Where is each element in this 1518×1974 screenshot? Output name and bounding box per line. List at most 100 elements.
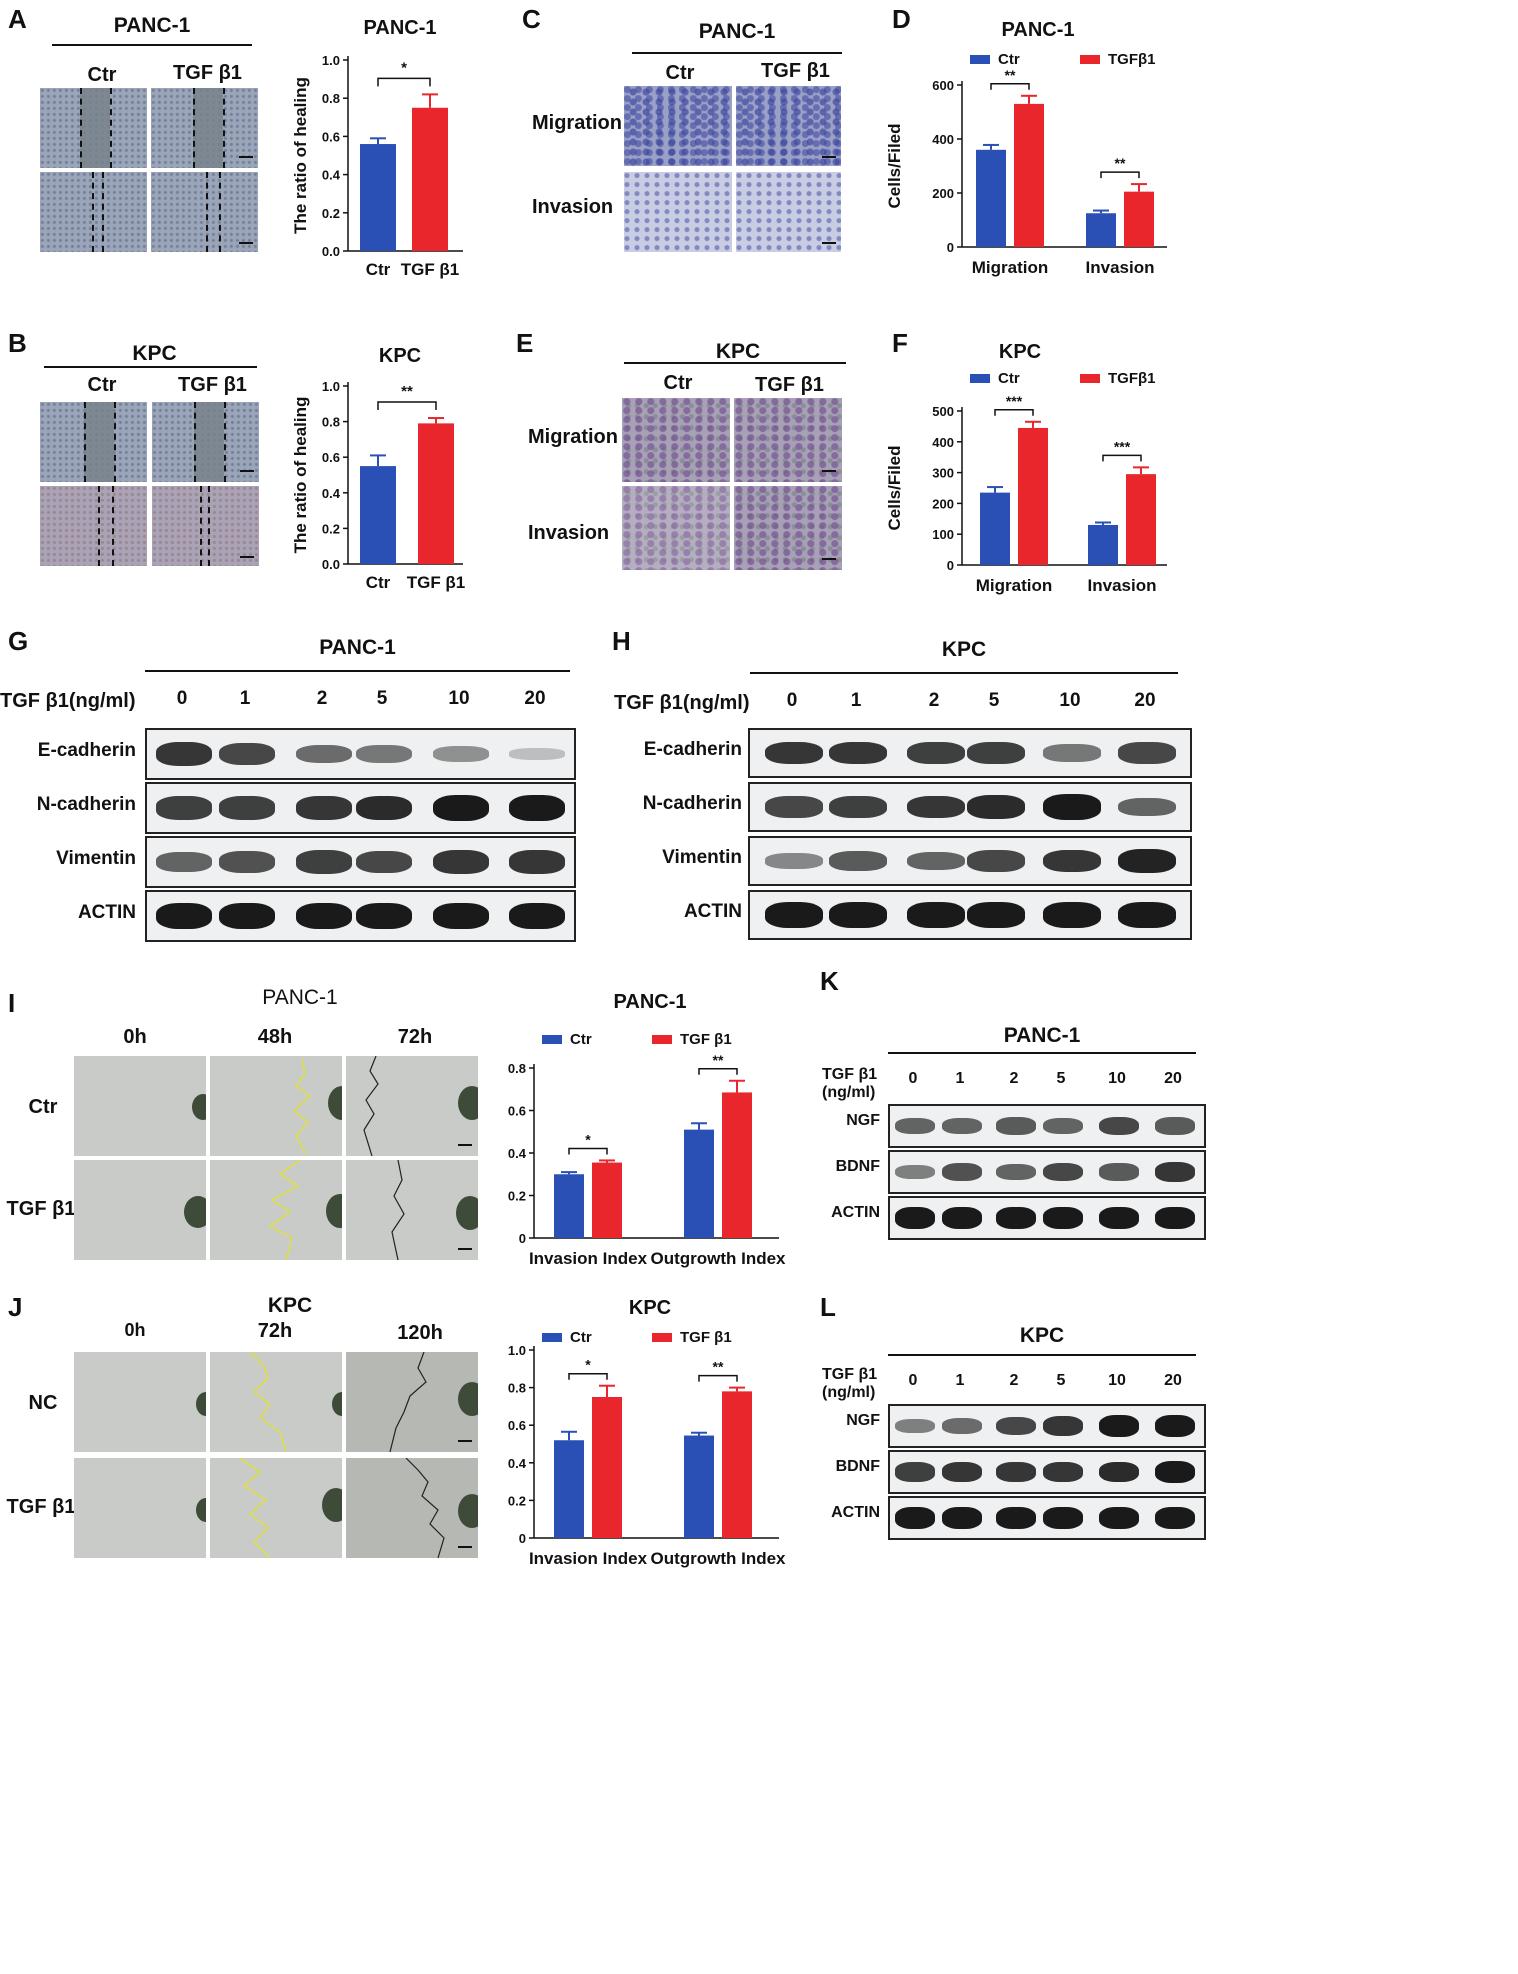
dose-label: 10: [448, 688, 470, 709]
bar: [1018, 427, 1048, 565]
protein-label: Vimentin: [56, 848, 136, 869]
x-tick-label: Ctr: [366, 573, 391, 592]
panel-k-dose-label-2: (ng/ml): [822, 1084, 876, 1101]
blot-strip: [888, 1450, 1206, 1494]
dose-label: 0: [786, 690, 798, 711]
significance-bracket: [698, 1374, 738, 1382]
panel-l-dose-label-1: TGF β1: [822, 1366, 878, 1383]
blot-band: [156, 742, 212, 766]
blot-band: [995, 1163, 1037, 1181]
significance-bracket: [377, 401, 437, 411]
panel-j-micro-title: KPC: [267, 1294, 313, 1317]
y-tick-label: 0.6: [322, 129, 340, 144]
blot-band: [1098, 1207, 1140, 1229]
blot-strip: [748, 782, 1192, 832]
y-tick-label: 600: [932, 78, 954, 93]
transwell-image: [734, 486, 842, 570]
spheroid-image: [210, 1352, 342, 1452]
blot-band: [1042, 1416, 1084, 1436]
spheroid-image: [346, 1160, 478, 1260]
y-tick-label: 400: [932, 435, 954, 450]
panel-e-row-migration: Migration: [528, 426, 618, 448]
panel-c-micro-title: PANC-1: [698, 20, 776, 43]
wound-image: [40, 402, 147, 482]
blot-band: [941, 1418, 983, 1434]
significance-bracket: [568, 1147, 608, 1155]
blot-band: [509, 748, 565, 760]
chart-title: KPC: [379, 345, 421, 367]
panel-l-rule: [888, 1354, 1196, 1356]
y-tick-label: 0.2: [508, 1493, 526, 1508]
y-tick-label: 0.6: [322, 450, 340, 465]
panel-i-col-0h: 0h: [123, 1026, 147, 1048]
y-tick-label: 1.0: [322, 379, 340, 394]
blot-band: [1154, 1117, 1196, 1135]
y-axis-label: Cells/Filed: [885, 123, 904, 208]
dose-label: 10: [1059, 690, 1081, 711]
blot-band: [907, 795, 965, 819]
blot-band: [765, 741, 823, 765]
wound-image: [40, 486, 147, 566]
bar: [976, 149, 1006, 247]
panel-g-title: PANC-1: [319, 636, 396, 659]
legend-swatch: [652, 1333, 672, 1342]
legend-swatch: [970, 55, 990, 64]
chart-i-svg: PANC-1 0 0.2 0.4 0.6 0.8 * Invasion Index ** Outg…: [508, 991, 786, 1268]
panel-k-rule: [888, 1052, 1196, 1054]
chart-b: KPC 0.0 0.2 0.4 0.6 0.8 1.0 The ratio of healin…: [290, 338, 500, 605]
blot-band: [967, 795, 1025, 819]
blot-band: [433, 850, 489, 874]
panel-a-rule: [52, 44, 252, 46]
blot-band: [907, 851, 965, 871]
spheroid-image: [74, 1352, 206, 1452]
significance-mark: **: [713, 1359, 724, 1375]
bar: [592, 1397, 622, 1538]
y-tick-label: 0.2: [508, 1189, 526, 1204]
y-tick-label: 500: [932, 404, 954, 419]
panel-i-micro-title: PANC-1: [262, 986, 338, 1009]
y-axis-label: The ratio of healing: [291, 397, 310, 554]
y-tick-label: 0.0: [322, 244, 340, 259]
x-tick-label: Invasion: [1086, 258, 1155, 277]
blot-band: [356, 902, 412, 930]
chart-title: PANC-1: [614, 991, 687, 1013]
dose-label: 5: [1056, 1070, 1066, 1087]
legend-swatch: [1080, 374, 1100, 383]
legend-label: Ctr: [570, 1329, 592, 1346]
significance-mark: **: [713, 1052, 724, 1068]
blot-strip: [748, 836, 1192, 886]
legend-label: TGF β1: [680, 1031, 732, 1048]
y-tick-label: 0.8: [508, 1061, 526, 1076]
blot-band: [1118, 902, 1176, 928]
panel-letter-i: I: [8, 988, 16, 1018]
chart-d: PANC-1 0 200 400 600 Cells/Filed ** Migration **…: [880, 14, 1180, 289]
transwell-image: [622, 486, 730, 570]
panel-j-col-72h: 72h: [257, 1320, 293, 1342]
panel-c-row-invasion: Invasion: [532, 196, 614, 218]
blot-strip: [748, 728, 1192, 778]
panel-c-col-ctr: Ctr: [665, 62, 695, 84]
blot-band: [356, 850, 412, 874]
protein-label: ACTIN: [831, 1504, 880, 1521]
blot-band: [509, 902, 565, 930]
blot-band: [894, 1507, 936, 1529]
significance-mark: *: [401, 59, 407, 76]
blot-band: [1043, 902, 1101, 928]
significance-mark: ***: [1114, 438, 1131, 454]
bar: [1124, 191, 1154, 247]
spheroid-image: [74, 1458, 206, 1558]
y-tick-label: 0.8: [322, 415, 340, 430]
blot-band: [1154, 1507, 1196, 1529]
panel-i-row-ctr: Ctr: [28, 1096, 58, 1118]
chart-a: PANC-1 0.0 0.2 0.4 0.6 0.8 1.0 The ratio of hea…: [290, 10, 500, 290]
x-tick-label: Invasion Index: [529, 1249, 648, 1268]
blot-band: [219, 796, 275, 820]
legend-label: TGFβ1: [1108, 51, 1156, 68]
y-tick-label: 0: [519, 1531, 526, 1546]
panel-letter-b: B: [8, 328, 27, 358]
blot-strip: [888, 1150, 1206, 1194]
dose-label: 20: [1134, 690, 1156, 711]
spheroid-image: [346, 1056, 478, 1156]
blot-band: [433, 902, 489, 930]
legend-label: TGF β1: [680, 1329, 732, 1346]
